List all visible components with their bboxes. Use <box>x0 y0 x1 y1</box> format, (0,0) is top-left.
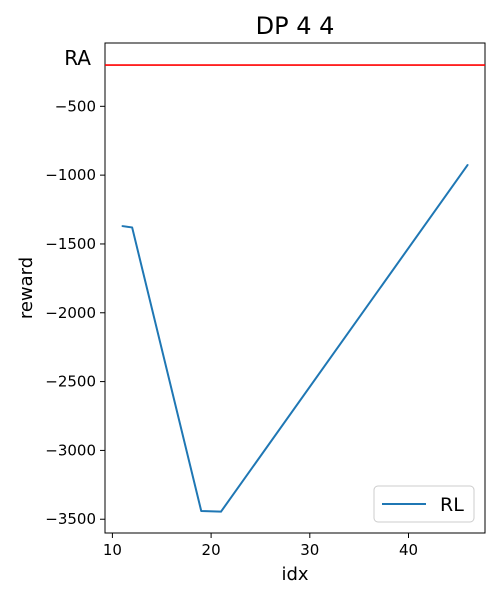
plot-area <box>104 42 486 534</box>
x-tick-label: 40 <box>399 541 418 559</box>
y-tick-label: −1000 <box>45 166 96 184</box>
series-rl-line <box>122 164 469 513</box>
series-rl-points <box>121 164 469 513</box>
y-tick-label: −2500 <box>45 373 96 391</box>
x-axis-label: idx <box>281 564 308 585</box>
plot-frame <box>104 42 486 534</box>
y-tick-label: −3500 <box>45 510 96 528</box>
y-axis-ticks: −500 −1000 −1500 −2000 −2500 −3000 −3500 <box>45 97 105 528</box>
series-rl-point <box>131 226 133 229</box>
x-tick-label: 20 <box>202 541 221 559</box>
series-rl-point <box>466 164 469 166</box>
y-tick-label: −1500 <box>45 235 96 253</box>
y-tick-label: −3000 <box>45 441 96 459</box>
ra-reference-label: RA <box>64 46 91 70</box>
x-tick-label: 30 <box>300 541 319 559</box>
y-tick-label: −2000 <box>45 304 96 322</box>
legend: RL <box>373 485 475 523</box>
series-rl-point <box>200 510 203 512</box>
series-rl-point <box>121 225 124 227</box>
y-axis-label: reward <box>16 257 37 319</box>
legend-rl-label: RL <box>440 494 464 516</box>
y-tick-label: −500 <box>55 97 96 115</box>
series-rl-point <box>220 510 222 513</box>
chart-title: DP 4 4 <box>256 12 335 40</box>
x-axis-ticks: 10 20 30 40 <box>103 533 418 559</box>
x-tick-label: 10 <box>103 541 122 559</box>
